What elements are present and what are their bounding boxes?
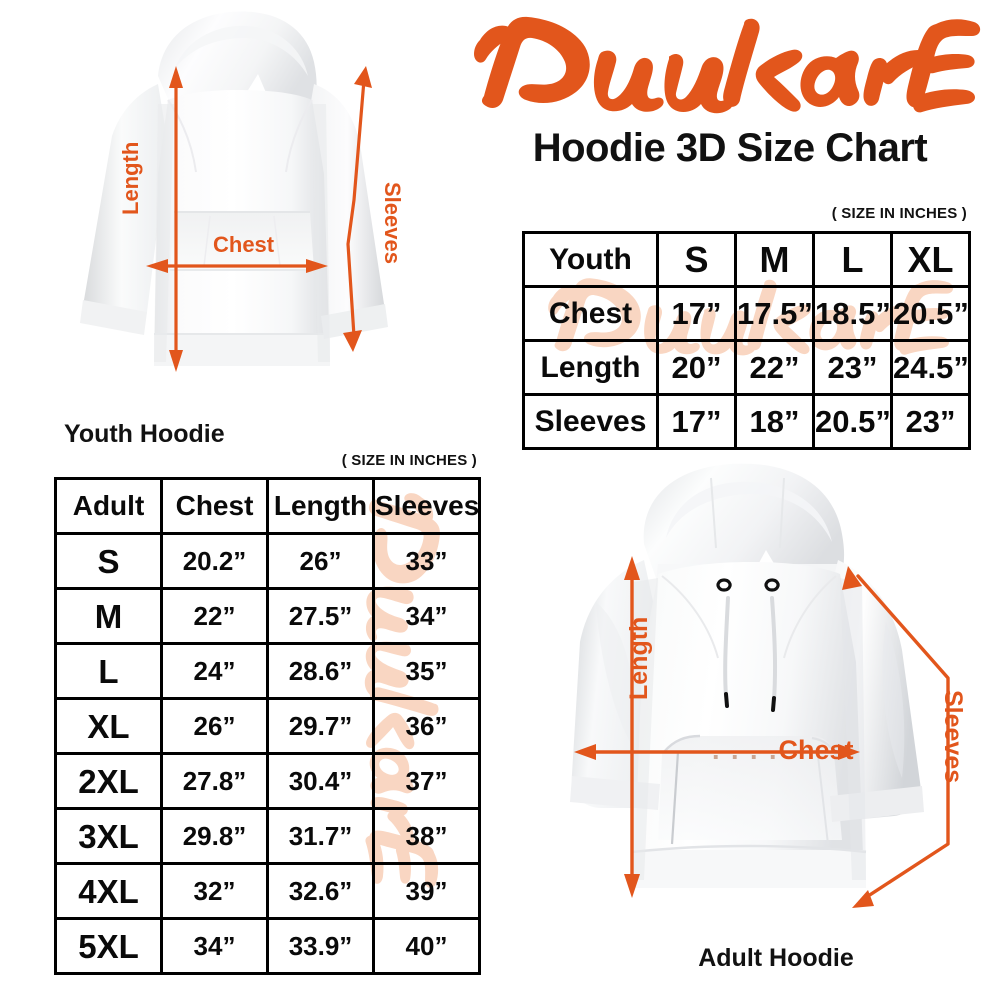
table-cell: 37” — [372, 752, 481, 810]
dunkare-logo — [470, 4, 990, 122]
table-cell: 18.5” — [812, 285, 893, 342]
table-cell: 17” — [656, 285, 737, 342]
youth-column-header-s: S — [656, 231, 737, 288]
table-row: 3XL 29.8” 31.7” 38” — [54, 807, 481, 865]
adult-chest-measure-text: Chest — [778, 735, 854, 765]
table-cell: 22” — [734, 339, 815, 396]
table-cell: 23” — [812, 339, 893, 396]
table-cell: 29.7” — [266, 697, 375, 755]
table-row: Length 20” 22” 23” 24.5” — [522, 339, 971, 396]
brand-header: Hoodie 3D Size Chart — [470, 4, 990, 194]
table-cell: 33.9” — [266, 917, 375, 975]
table-cell: 29.8” — [160, 807, 269, 865]
adult-hoodie-caption: Adult Hoodie — [698, 944, 854, 972]
table-cell: 30.4” — [266, 752, 375, 810]
chest-leader-dots: . . . . — [712, 735, 779, 765]
adult-length-measure-label: Length — [625, 616, 653, 700]
table-cell: 23” — [890, 393, 971, 450]
youth-hoodie-caption: Youth Hoodie — [64, 420, 225, 448]
table-cell: 20” — [656, 339, 737, 396]
table-cell: 26” — [266, 532, 375, 590]
table-cell: 34” — [160, 917, 269, 975]
youth-size-table: Youth S M L XL Chest 17” 17.5” 18.5” 20.5” Length 2… — [522, 231, 971, 450]
adult-size-unit-note: ( SIZE IN INCHES ) — [341, 452, 477, 469]
youth-table-corner-label: Youth — [522, 231, 659, 288]
adult-column-header-sleeves: Sleeves — [372, 477, 481, 535]
table-cell: 34” — [372, 587, 481, 645]
table-row: Sleeves 17” 18” 20.5” 23” — [522, 393, 971, 450]
youth-length-measure-label: Length — [118, 141, 143, 215]
table-row: L 24” 28.6” 35” — [54, 642, 481, 700]
youth-column-header-xl: XL — [890, 231, 971, 288]
youth-column-header-m: M — [734, 231, 815, 288]
youth-column-header-l: L — [812, 231, 893, 288]
youth-row-header-chest: Chest — [522, 285, 659, 342]
table-cell: 28.6” — [266, 642, 375, 700]
table-cell: 24.5” — [890, 339, 971, 396]
adult-row-header-5xl: 5XL — [54, 917, 163, 975]
adult-table-corner-label: Adult — [54, 477, 163, 535]
youth-hoodie-illustration — [62, 4, 462, 424]
table-cell: 22” — [160, 587, 269, 645]
table-row: M 22” 27.5” 34” — [54, 587, 481, 645]
table-cell: 31.7” — [266, 807, 375, 865]
table-row: 5XL 34” 33.9” 40” — [54, 917, 481, 975]
page-title: Hoodie 3D Size Chart — [532, 126, 928, 170]
table-header-row: Adult Chest Length Sleeves — [54, 477, 481, 535]
table-row: XL 26” 29.7” 36” — [54, 697, 481, 755]
adult-row-header-xl: XL — [54, 697, 163, 755]
table-cell: 38” — [372, 807, 481, 865]
table-cell: 36” — [372, 697, 481, 755]
adult-row-header-4xl: 4XL — [54, 862, 163, 920]
table-header-row: Youth S M L XL — [522, 231, 971, 288]
table-cell: 26” — [160, 697, 269, 755]
adult-row-header-s: S — [54, 532, 163, 590]
adult-column-header-chest: Chest — [160, 477, 269, 535]
table-cell: 20.5” — [890, 285, 971, 342]
adult-sleeves-measure-label: Sleeves — [939, 690, 967, 784]
table-cell: 33” — [372, 532, 481, 590]
table-cell: 24” — [160, 642, 269, 700]
adult-row-header-3xl: 3XL — [54, 807, 163, 865]
table-cell: 35” — [372, 642, 481, 700]
youth-sleeves-measure-label: Sleeves — [380, 182, 405, 264]
table-cell: 17” — [656, 393, 737, 450]
adult-row-header-l: L — [54, 642, 163, 700]
table-cell: 18” — [734, 393, 815, 450]
table-cell: 32” — [160, 862, 269, 920]
youth-row-header-length: Length — [522, 339, 659, 396]
adult-size-table: Adult Chest Length Sleeves S 20.2” 26” 33” M 22” 2… — [54, 477, 481, 975]
table-cell: 17.5” — [734, 285, 815, 342]
table-row: 4XL 32” 32.6” 39” — [54, 862, 481, 920]
table-row: Chest 17” 17.5” 18.5” 20.5” — [522, 285, 971, 342]
table-cell: 20.2” — [160, 532, 269, 590]
adult-row-header-m: M — [54, 587, 163, 645]
table-cell: 27.8” — [160, 752, 269, 810]
table-cell: 39” — [372, 862, 481, 920]
adult-row-header-2xl: 2XL — [54, 752, 163, 810]
adult-column-header-length: Length — [266, 477, 375, 535]
table-cell: 27.5” — [266, 587, 375, 645]
youth-size-unit-note: ( SIZE IN INCHES ) — [831, 205, 967, 222]
youth-chest-measure-label: Chest — [213, 232, 275, 257]
table-row: 2XL 27.8” 30.4” 37” — [54, 752, 481, 810]
table-cell: 32.6” — [266, 862, 375, 920]
adult-hoodie-illustration — [566, 452, 986, 952]
table-row: S 20.2” 26” 33” — [54, 532, 481, 590]
table-cell: 40” — [372, 917, 481, 975]
youth-row-header-sleeves: Sleeves — [522, 393, 659, 450]
table-cell: 20.5” — [812, 393, 893, 450]
adult-chest-measure-label: . . . .Chest — [712, 735, 854, 766]
